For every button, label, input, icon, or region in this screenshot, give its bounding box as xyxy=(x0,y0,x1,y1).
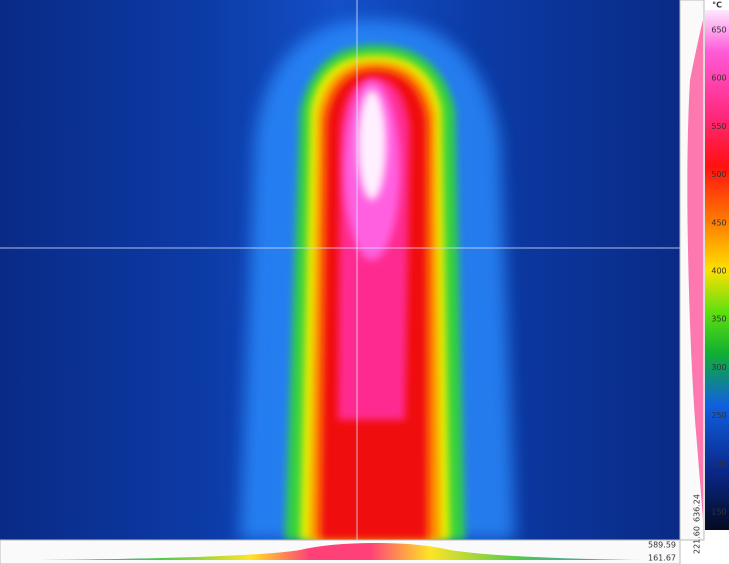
scale-tick-label: 250 xyxy=(711,411,726,420)
color-scale: °C 650 600 550 500 450 400 350 300 250 200 150 xyxy=(705,1,729,531)
unit-label: °C xyxy=(712,1,722,10)
horizontal-profile: 589.59 161.67 xyxy=(0,540,680,564)
profile-max: 589.59 xyxy=(648,541,676,550)
scale-tick-label: 450 xyxy=(711,218,726,227)
scale-tick-label: 150 xyxy=(711,508,726,517)
scale-tick-label: 650 xyxy=(711,26,726,35)
thermal-viewer: 636.24 221.60 °C 650 600 550 500 450 400 350 30… xyxy=(0,0,729,564)
scale-tick-label: 350 xyxy=(711,315,726,324)
scale-tick-label: 300 xyxy=(711,363,726,372)
scale-tick-label: 500 xyxy=(711,170,726,179)
profile-min: 161.67 xyxy=(648,554,676,563)
scale-tick-label: 600 xyxy=(711,74,726,83)
scale-tick-label: 400 xyxy=(711,267,726,276)
scale-tick-label: 550 xyxy=(711,122,726,131)
thermal-image xyxy=(0,0,680,540)
profile-min: 221.60 xyxy=(693,526,702,554)
vertical-profile: 636.24 221.60 xyxy=(680,0,704,554)
scale-tick-label: 200 xyxy=(711,459,726,468)
profile-max: 636.24 xyxy=(693,494,702,522)
